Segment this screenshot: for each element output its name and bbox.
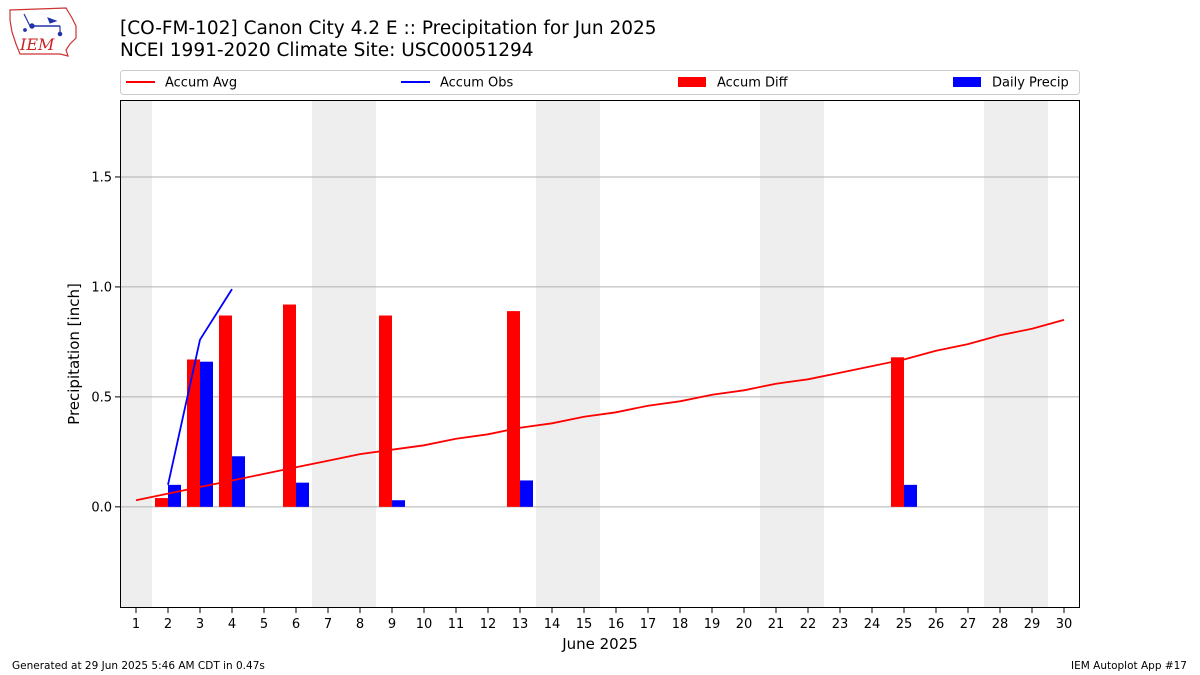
daily-precip-bar-13	[520, 480, 533, 507]
accum-diff-bar-6	[283, 304, 296, 507]
x-tick-label-13: 13	[512, 617, 529, 632]
y-tick-label-2: 1.0	[91, 280, 112, 295]
x-tick-label-18: 18	[672, 617, 689, 632]
x-tick-label-19: 19	[704, 617, 721, 632]
accum-diff-bars	[155, 304, 904, 507]
legend-label-1: Accum Obs	[440, 76, 513, 91]
chart-title: [CO-FM-102] Canon City 4.2 E :: Precipit…	[120, 18, 657, 39]
accum-diff-bar-3	[187, 359, 200, 507]
daily-precip-bar-6	[296, 482, 309, 507]
legend: Accum Avg Accum Obs Accum Diff Daily Precip	[120, 70, 1080, 95]
y-tick-label-0: 0.0	[91, 500, 112, 515]
accum-diff-bar-2	[155, 498, 168, 507]
x-tick-label-29: 29	[1024, 617, 1041, 632]
x-tick-label-6: 6	[292, 617, 300, 632]
x-tick-label-27: 27	[960, 617, 977, 632]
iem-logo: IEM	[9, 7, 77, 57]
x-tick-label-22: 22	[800, 617, 817, 632]
weekend-band-2	[536, 100, 600, 608]
x-tick-label-16: 16	[608, 617, 625, 632]
chart-subtitle: NCEI 1991-2020 Climate Site: USC00051294	[120, 40, 534, 61]
weekend-band-1	[312, 100, 376, 608]
y-tick-label-3: 1.5	[91, 170, 112, 185]
x-tick-label-15: 15	[576, 617, 593, 632]
x-tick-label-3: 3	[196, 617, 204, 632]
weekend-bands	[120, 100, 1048, 608]
legend-label-2: Accum Diff	[717, 76, 789, 91]
x-tick-label-23: 23	[832, 617, 849, 632]
x-tick-label-24: 24	[864, 617, 881, 632]
accum-diff-bar-25	[891, 357, 904, 507]
daily-precip-bar-3	[200, 361, 213, 507]
x-axis: 1 2 3 4 5 6 7 8 9 10 11 12 13 14 15 16 17 18 19 20 21 22 23 24 2…	[132, 608, 1072, 632]
legend-swatch-2	[678, 77, 706, 87]
footer-app: IEM Autoplot App #17	[1071, 660, 1187, 672]
x-tick-label-28: 28	[992, 617, 1009, 632]
x-tick-label-12: 12	[480, 617, 497, 632]
x-tick-label-20: 20	[736, 617, 753, 632]
x-tick-label-4: 4	[228, 617, 236, 632]
grid-lines	[120, 176, 1080, 508]
legend-box	[120, 70, 1080, 95]
y-axis: 0.0 0.5 1.0 1.5	[91, 170, 120, 515]
logo-text: IEM	[19, 35, 55, 54]
accum-avg-line	[135, 319, 1065, 502]
weather-station-icon	[23, 13, 63, 37]
x-tick-label-17: 17	[640, 617, 657, 632]
x-tick-label-7: 7	[324, 617, 332, 632]
accum-obs-line	[167, 288, 233, 485]
x-tick-label-8: 8	[356, 617, 364, 632]
x-tick-label-26: 26	[928, 617, 945, 632]
plot-frame	[120, 100, 1080, 608]
series-lines	[135, 288, 1065, 502]
x-tick-label-9: 9	[388, 617, 396, 632]
x-tick-label-11: 11	[448, 617, 465, 632]
daily-precip-bar-9	[392, 500, 405, 507]
accum-diff-bar-9	[379, 315, 392, 507]
y-tick-label-1: 0.5	[91, 390, 112, 405]
daily-precip-bars	[168, 361, 917, 507]
x-tick-label-21: 21	[768, 617, 785, 632]
footer-generated: Generated at 29 Jun 2025 5:46 AM CDT in …	[12, 660, 265, 672]
legend-label-0: Accum Avg	[165, 76, 237, 91]
weekend-band-3	[760, 100, 824, 608]
x-tick-label-2: 2	[164, 617, 172, 632]
x-tick-label-5: 5	[260, 617, 268, 632]
daily-precip-bar-4	[232, 456, 245, 507]
accum-diff-bar-4	[219, 315, 232, 507]
weekend-band-4	[984, 100, 1048, 608]
weekend-band-0	[120, 100, 152, 608]
x-tick-label-25: 25	[896, 617, 913, 632]
legend-label-3: Daily Precip	[992, 76, 1069, 91]
x-tick-label-30: 30	[1056, 617, 1073, 632]
x-tick-label-10: 10	[416, 617, 433, 632]
daily-precip-bar-25	[904, 484, 917, 507]
x-tick-label-1: 1	[132, 617, 140, 632]
daily-precip-bar-2	[168, 484, 181, 507]
x-tick-label-14: 14	[544, 617, 561, 632]
accum-diff-bar-13	[507, 311, 520, 507]
legend-swatch-3	[953, 77, 981, 87]
y-axis-label: Precipitation [inch]	[65, 283, 83, 425]
x-axis-label: June 2025	[561, 635, 638, 653]
